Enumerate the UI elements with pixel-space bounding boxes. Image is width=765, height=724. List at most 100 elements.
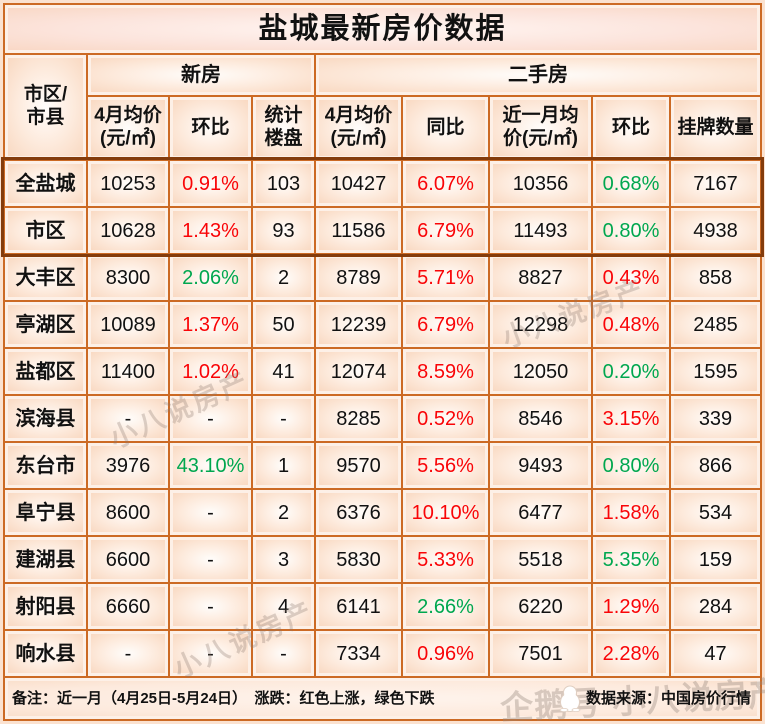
table-cell: 47 — [671, 631, 760, 676]
header-group-new-house: 新房 — [88, 55, 314, 95]
row-label-建湖县: 建湖县 — [5, 537, 86, 582]
table-cell: 41 — [253, 349, 314, 394]
table-cell: - — [88, 631, 168, 676]
table-cell: 8789 — [316, 255, 401, 300]
table-cell: 7501 — [490, 631, 591, 676]
table-cell: 0.80% — [593, 208, 669, 253]
header-second-april-price: 4月均价 (元/㎡) — [316, 97, 401, 159]
table-cell: 5830 — [316, 537, 401, 582]
table-cell: 0.96% — [403, 631, 488, 676]
table-cell: 2.66% — [403, 584, 488, 629]
table-cell: 6660 — [88, 584, 168, 629]
table-cell: 3 — [253, 537, 314, 582]
table-cell: 12239 — [316, 302, 401, 347]
table-cell: 866 — [671, 443, 760, 488]
row-label-大丰区: 大丰区 — [5, 255, 86, 300]
table-cell: - — [170, 584, 251, 629]
table-cell: 0.68% — [593, 161, 669, 206]
table-cell: 2 — [253, 255, 314, 300]
table-cell: 10628 — [88, 208, 168, 253]
table-cell: 858 — [671, 255, 760, 300]
table-cell: 8600 — [88, 490, 168, 535]
row-label-响水县: 响水县 — [5, 631, 86, 676]
table-cell: 1.29% — [593, 584, 669, 629]
table-cell: 2 — [253, 490, 314, 535]
table-cell: - — [88, 396, 168, 441]
page-title: 盐城最新房价数据 — [5, 5, 760, 53]
header-region: 市区/ 市县 — [5, 55, 86, 159]
row-label-市区: 市区 — [5, 208, 86, 253]
table-cell: 7167 — [671, 161, 760, 206]
table-cell: 12074 — [316, 349, 401, 394]
table-cell: 5518 — [490, 537, 591, 582]
table-cell: 1.43% — [170, 208, 251, 253]
table-cell: 11586 — [316, 208, 401, 253]
table-cell: - — [170, 537, 251, 582]
header-second-yoy: 同比 — [403, 97, 488, 159]
table-cell: 9570 — [316, 443, 401, 488]
footer-bar: 备注：近一月（4月25日-5月24日） 涨跌：红色上涨，绿色下跌 数据来源：中国… — [5, 678, 760, 719]
row-label-盐都区: 盐都区 — [5, 349, 86, 394]
table-cell: 0.48% — [593, 302, 669, 347]
table-cell: 8285 — [316, 396, 401, 441]
table-cell: 6220 — [490, 584, 591, 629]
table-cell: 8827 — [490, 255, 591, 300]
table-cell: 2.28% — [593, 631, 669, 676]
table-cell: 103 — [253, 161, 314, 206]
table-cell: - — [253, 396, 314, 441]
table-cell: 1595 — [671, 349, 760, 394]
footer-source: 数据来源：中国房价行情 — [559, 685, 751, 712]
table-cell: 6477 — [490, 490, 591, 535]
table-cell: - — [170, 631, 251, 676]
table-cell: 43.10% — [170, 443, 251, 488]
table-cell: 12050 — [490, 349, 591, 394]
table-cell: 10.10% — [403, 490, 488, 535]
table-cell: 3976 — [88, 443, 168, 488]
table-cell: 0.43% — [593, 255, 669, 300]
table-cell: - — [253, 631, 314, 676]
table-cell: 1 — [253, 443, 314, 488]
table-cell: 534 — [671, 490, 760, 535]
footer-note: 备注：近一月（4月25日-5月24日） 涨跌：红色上涨，绿色下跌 — [12, 689, 435, 707]
table-cell: 10427 — [316, 161, 401, 206]
table-cell: 159 — [671, 537, 760, 582]
table-cell: 6.79% — [403, 302, 488, 347]
footer-source-label: 数据来源：中国房价行情 — [585, 689, 751, 707]
table-cell: 10356 — [490, 161, 591, 206]
header-new-april-price: 4月均价 (元/㎡) — [88, 97, 168, 159]
table-cell: 5.56% — [403, 443, 488, 488]
table-cell: 10253 — [88, 161, 168, 206]
table-cell: 1.02% — [170, 349, 251, 394]
table-cell: 93 — [253, 208, 314, 253]
header-new-project-count: 统计 楼盘 — [253, 97, 314, 159]
table-cell: 11400 — [88, 349, 168, 394]
row-label-阜宁县: 阜宁县 — [5, 490, 86, 535]
table-cell: 12298 — [490, 302, 591, 347]
header-new-mom: 环比 — [170, 97, 251, 159]
table-cell: 339 — [671, 396, 760, 441]
header-listing-count: 挂牌数量 — [671, 97, 760, 159]
table-cell: 10089 — [88, 302, 168, 347]
header-second-mom: 环比 — [593, 97, 669, 159]
table-cell: 4938 — [671, 208, 760, 253]
header-second-month-price: 近一月均 价(元/㎡) — [490, 97, 591, 159]
table-cell: - — [170, 490, 251, 535]
table-cell: 1.37% — [170, 302, 251, 347]
table-cell: 284 — [671, 584, 760, 629]
table-cell: 0.52% — [403, 396, 488, 441]
table-cell: 6.07% — [403, 161, 488, 206]
row-label-东台市: 东台市 — [5, 443, 86, 488]
table-cell: 2.06% — [170, 255, 251, 300]
table-cell: 8546 — [490, 396, 591, 441]
table-cell: 6376 — [316, 490, 401, 535]
table-cell: 8.59% — [403, 349, 488, 394]
table-cell: 6600 — [88, 537, 168, 582]
row-label-亭湖区: 亭湖区 — [5, 302, 86, 347]
table-cell: 2485 — [671, 302, 760, 347]
table-cell: 8300 — [88, 255, 168, 300]
price-table-grid: 盐城最新房价数据 市区/ 市县 新房 二手房 4月均价 (元/㎡) 环比 统计 … — [1, 3, 764, 721]
table-cell: 0.91% — [170, 161, 251, 206]
table-cell: 4 — [253, 584, 314, 629]
table-cell: 5.33% — [403, 537, 488, 582]
